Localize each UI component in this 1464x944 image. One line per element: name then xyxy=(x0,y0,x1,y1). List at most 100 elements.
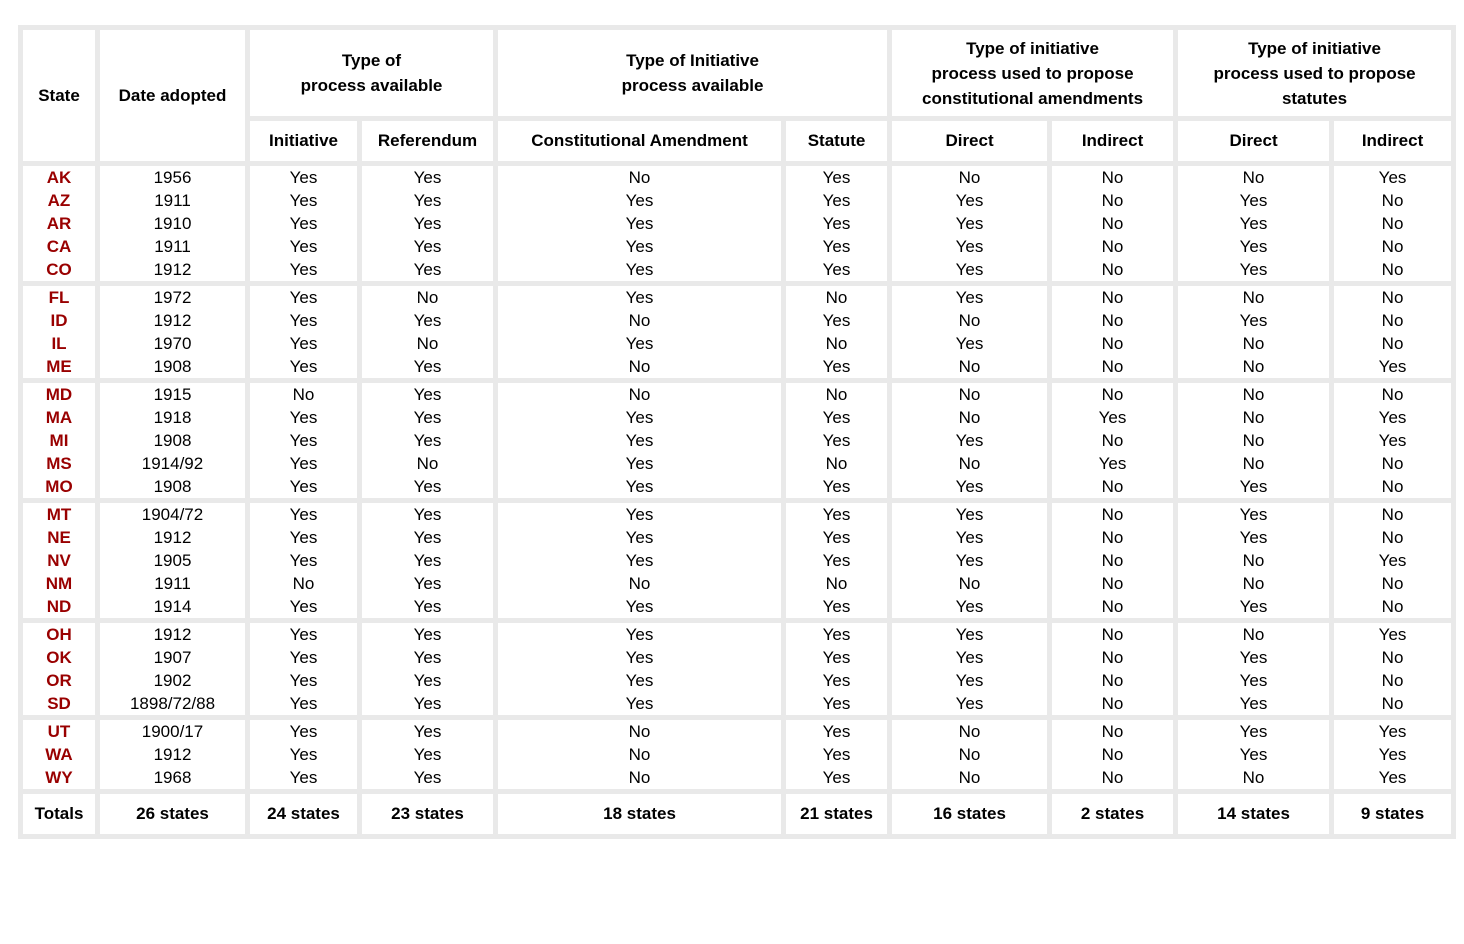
date-adopted-cell: 1912 1907 1902 1898/72/88 xyxy=(100,623,245,715)
cell-value: No xyxy=(628,768,651,787)
cell-value: Yes xyxy=(413,237,442,256)
cell-value: No xyxy=(1381,237,1404,256)
initiative-cell: Yes Yes Yes Yes xyxy=(250,286,357,378)
statute-indirect-cell: No No Yes No No xyxy=(1334,503,1452,618)
cell-value: Yes xyxy=(625,528,654,547)
cell-value: Yes xyxy=(1239,237,1268,256)
cell-value: 1905 xyxy=(153,551,192,570)
cell-value: Yes xyxy=(625,408,654,427)
initiative-cell: Yes Yes Yes xyxy=(250,720,357,789)
cell-value: 1972 xyxy=(153,288,192,307)
cell-value: Yes xyxy=(955,431,984,450)
cell-value: 1912 xyxy=(153,528,192,547)
totals-label: Totals xyxy=(23,794,95,834)
cell-value: Yes xyxy=(413,260,442,279)
cell-value: Yes xyxy=(625,551,654,570)
cell-value: Yes xyxy=(1378,745,1407,764)
date-adopted-cell: 1900/17 1912 1968 xyxy=(100,720,245,789)
cell-value: Yes xyxy=(955,334,984,353)
statute-direct-cell: No No No No Yes xyxy=(1178,383,1330,498)
state-abbr: IL xyxy=(51,334,67,353)
state-abbr: NV xyxy=(47,551,71,570)
cell-value: No xyxy=(1101,237,1124,256)
cell-value: No xyxy=(1381,574,1404,593)
date-adopted-cell: 1915 1918 1908 1914/92 1908 xyxy=(100,383,245,498)
cell-value: No xyxy=(1242,574,1265,593)
cell-value: Yes xyxy=(413,168,442,187)
cell-value: Yes xyxy=(822,745,851,764)
totals-amendment-direct: 16 states xyxy=(892,794,1048,834)
amendment-indirect-cell: No Yes No Yes No xyxy=(1052,383,1174,498)
cell-value: Yes xyxy=(289,597,318,616)
statute-direct-cell: No Yes Yes Yes xyxy=(1178,623,1330,715)
cell-value: No xyxy=(1242,408,1265,427)
cell-value: Yes xyxy=(625,214,654,233)
header-date-adopted: Date adopted xyxy=(100,30,245,161)
cell-value: Yes xyxy=(413,574,442,593)
cell-value: No xyxy=(416,288,439,307)
cell-value: Yes xyxy=(625,505,654,524)
cell-value: No xyxy=(1242,357,1265,376)
cell-value: Yes xyxy=(822,551,851,570)
cell-value: Yes xyxy=(413,311,442,330)
referendum-cell: Yes Yes Yes Yes Yes xyxy=(362,166,494,281)
cell-value: Yes xyxy=(955,528,984,547)
cell-value: No xyxy=(1381,694,1404,713)
cell-value: Yes xyxy=(955,625,984,644)
statute-indirect-cell: Yes No No No No xyxy=(1334,166,1452,281)
constitutional-amendment-cell: Yes Yes Yes No Yes xyxy=(498,503,782,618)
amendment-direct-cell: No No Yes No Yes xyxy=(892,383,1048,498)
cell-value: No xyxy=(416,454,439,473)
state-abbr: ID xyxy=(50,311,68,330)
constitutional-amendment-cell: Yes No Yes No xyxy=(498,286,782,378)
cell-value: No xyxy=(1242,168,1265,187)
state-abbr: FL xyxy=(48,288,70,307)
cell-value: Yes xyxy=(413,597,442,616)
cell-value: Yes xyxy=(822,237,851,256)
cell-value: No xyxy=(1101,168,1124,187)
cell-value: No xyxy=(1101,671,1124,690)
state-abbr: CA xyxy=(46,237,72,256)
cell-value: No xyxy=(1101,385,1124,404)
cell-value: Yes xyxy=(413,671,442,690)
initiative-cell: No Yes Yes Yes Yes xyxy=(250,383,357,498)
cell-value: Yes xyxy=(1378,625,1407,644)
cell-value: Yes xyxy=(289,311,318,330)
cell-value: Yes xyxy=(822,214,851,233)
cell-value: Yes xyxy=(413,431,442,450)
cell-value: No xyxy=(1381,597,1404,616)
cell-value: No xyxy=(1381,671,1404,690)
cell-value: No xyxy=(958,745,981,764)
cell-value: 1908 xyxy=(153,431,192,450)
cell-value: No xyxy=(958,574,981,593)
statute-cell: No Yes No Yes xyxy=(786,286,888,378)
header-constitutional-amendment: Constitutional Amendment xyxy=(498,121,782,161)
header-group-propose-constitutional-amendments: Type of initiative process used to propo… xyxy=(892,30,1174,116)
cell-value: Yes xyxy=(955,505,984,524)
cell-value: Yes xyxy=(955,551,984,570)
cell-value: 1902 xyxy=(153,671,192,690)
cell-value: No xyxy=(628,357,651,376)
cell-value: 1912 xyxy=(153,745,192,764)
header-state: State xyxy=(23,30,95,161)
cell-value: No xyxy=(1381,288,1404,307)
state-abbr: MS xyxy=(46,454,72,473)
state-abbr: OH xyxy=(46,625,72,644)
amendment-direct-cell: Yes No Yes No xyxy=(892,286,1048,378)
cell-value: No xyxy=(825,454,848,473)
cell-value: No xyxy=(958,722,981,741)
cell-value: No xyxy=(958,357,981,376)
header-group-initiative-process-available: Type of Initiative process available xyxy=(498,30,888,116)
cell-value: No xyxy=(1242,768,1265,787)
state-abbr: WA xyxy=(45,745,73,764)
cell-value: Yes xyxy=(289,722,318,741)
cell-value: Yes xyxy=(625,648,654,667)
initiative-cell: Yes Yes Yes Yes xyxy=(250,623,357,715)
totals-referendum: 23 states xyxy=(362,794,494,834)
cell-value: Yes xyxy=(625,477,654,496)
state-abbr: OR xyxy=(46,671,72,690)
cell-value: No xyxy=(628,311,651,330)
state-abbr: MT xyxy=(46,505,72,524)
cell-value: No xyxy=(1381,334,1404,353)
